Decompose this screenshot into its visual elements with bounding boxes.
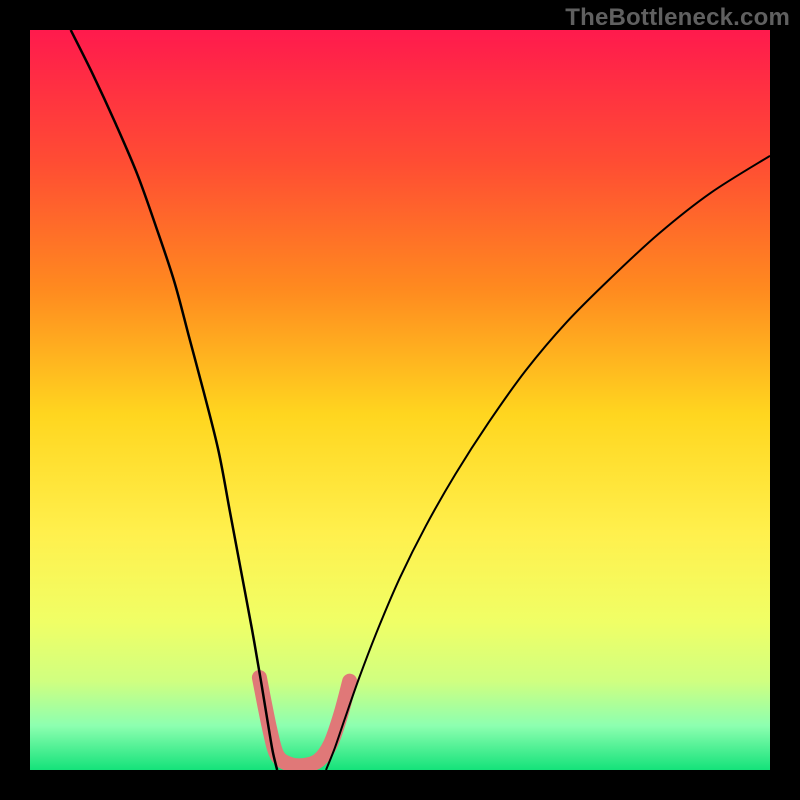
watermark-text: TheBottleneck.com (565, 4, 790, 32)
gradient-background (30, 30, 770, 770)
figure-root: TheBottleneck.com (0, 0, 800, 800)
bottleneck-chart (0, 0, 800, 800)
